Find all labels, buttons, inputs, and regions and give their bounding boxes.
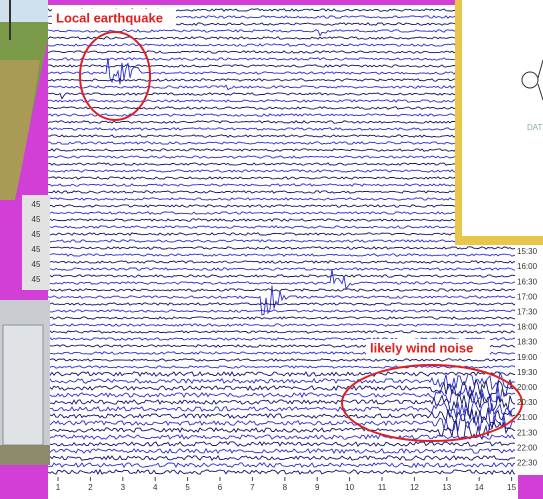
x-tick-label: 15	[507, 483, 516, 492]
x-tick-label: 2	[88, 483, 93, 492]
left-label: 45	[32, 260, 41, 269]
time-label: 18:00	[517, 323, 538, 332]
x-tick-label: 10	[345, 483, 354, 492]
left-label: 45	[32, 230, 41, 239]
x-tick-label: 11	[378, 483, 387, 492]
time-label: 22:00	[517, 443, 538, 452]
x-tick-label: 14	[475, 483, 484, 492]
time-label: 15:30	[517, 247, 538, 256]
x-tick-label: 6	[218, 483, 223, 492]
time-label: 17:30	[517, 308, 538, 317]
time-label: 16:30	[517, 277, 538, 286]
left-label: 45	[32, 200, 41, 209]
inset-caption: DAT	[527, 123, 543, 132]
time-label: 21:00	[517, 413, 538, 422]
x-tick-label: 13	[442, 483, 451, 492]
x-tick-label: 9	[315, 483, 320, 492]
x-tick-label: 4	[153, 483, 158, 492]
scene: DAT Local earthquake likely wind noise 1…	[0, 0, 543, 499]
time-label: 21:30	[517, 428, 538, 437]
x-tick-label: 8	[283, 483, 288, 492]
time-label: 18:30	[517, 338, 538, 347]
photo-ground	[0, 445, 50, 465]
time-label: 19:30	[517, 368, 538, 377]
x-tick-label: 5	[185, 483, 190, 492]
left-label: 45	[32, 275, 41, 284]
wind-label: likely wind noise	[370, 340, 473, 355]
time-label: 20:00	[517, 383, 538, 392]
x-tick-label: 1	[56, 483, 61, 492]
x-tick-label: 12	[410, 483, 419, 492]
left-label: 45	[32, 245, 41, 254]
left-label: 45	[32, 215, 41, 224]
earthquake-label: Local earthquake	[56, 10, 163, 25]
time-label: 16:00	[517, 262, 538, 271]
time-label: 19:00	[517, 353, 538, 362]
time-label: 20:30	[517, 398, 538, 407]
x-tick-label: 7	[250, 483, 255, 492]
photo-sky	[0, 0, 48, 22]
x-tick-label: 3	[121, 483, 126, 492]
inset-card	[462, 0, 543, 236]
time-label: 17:00	[517, 292, 538, 301]
sensor-box	[3, 325, 43, 445]
time-label: 22:30	[517, 459, 538, 468]
